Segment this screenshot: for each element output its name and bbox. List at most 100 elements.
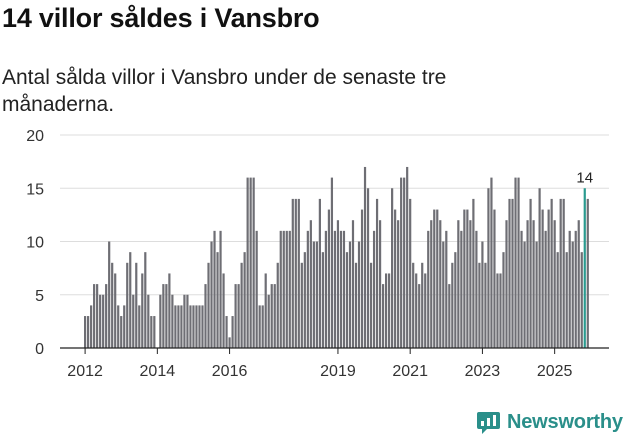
bar (201, 305, 204, 348)
y-tick-label: 5 (35, 288, 44, 305)
bar (541, 209, 544, 348)
bar (147, 294, 150, 348)
bar (360, 209, 364, 348)
bar (171, 294, 174, 348)
bar (126, 262, 129, 348)
bar (90, 305, 93, 348)
bar (565, 252, 568, 348)
bar (195, 305, 198, 348)
bar (231, 316, 234, 348)
bar (210, 241, 213, 348)
bar (409, 198, 412, 348)
bar (132, 294, 135, 348)
bar (144, 252, 147, 348)
bar (397, 220, 400, 348)
bar (388, 273, 391, 348)
bar (168, 273, 171, 348)
bar (309, 220, 312, 348)
bar (261, 305, 264, 348)
bar (517, 177, 520, 348)
bar (472, 198, 475, 348)
bar (463, 209, 466, 348)
bar (529, 198, 532, 348)
y-tick-label: 15 (26, 181, 44, 198)
bar (354, 262, 358, 348)
y-tick-label: 10 (26, 235, 44, 252)
x-tick-label: 2023 (465, 363, 501, 380)
bar (258, 305, 261, 348)
bar (183, 294, 186, 348)
bar (255, 230, 258, 348)
bar (574, 230, 577, 348)
x-tick-label: 2012 (67, 363, 103, 380)
bar (84, 316, 87, 348)
bar (547, 209, 550, 348)
bar (333, 230, 337, 348)
x-tick-label: 2016 (212, 363, 248, 380)
bar (93, 284, 96, 348)
bar (369, 262, 373, 348)
bar (514, 177, 517, 348)
bar (306, 230, 309, 348)
bar (559, 198, 562, 348)
bar (454, 252, 457, 348)
bar (207, 262, 210, 348)
bar (490, 177, 493, 348)
bar (87, 316, 90, 348)
bar (174, 305, 177, 348)
bar (291, 198, 294, 348)
bar (192, 305, 195, 348)
bar (99, 294, 102, 348)
bar (508, 198, 511, 348)
bar (400, 177, 403, 348)
bar (496, 273, 499, 348)
newsworthy-logo-icon (477, 411, 500, 434)
bar (385, 273, 388, 348)
bar (285, 230, 288, 348)
bar (520, 230, 523, 348)
brand-name: Newsworthy (507, 410, 623, 433)
bar (550, 198, 553, 348)
bar (342, 230, 346, 348)
bar (279, 230, 282, 348)
bar (150, 316, 153, 348)
bar (114, 273, 117, 348)
bar (177, 305, 180, 348)
bar (129, 252, 132, 348)
bar (499, 273, 502, 348)
bar (487, 188, 490, 348)
bar (357, 241, 361, 348)
bar (108, 241, 111, 348)
bar (448, 284, 451, 348)
bar (412, 262, 415, 348)
bar (568, 230, 571, 348)
bar (216, 252, 219, 348)
bar (324, 230, 327, 348)
bar (297, 198, 300, 348)
bar (478, 262, 481, 348)
bar (153, 316, 156, 348)
brand-logo[interactable]: Newsworthy (476, 408, 623, 436)
bar (424, 273, 427, 348)
bar (123, 305, 126, 348)
bar-chart: 0 5 10 15 20 2012 2014 2016 2019 2021 2023 2025 14 (26, 128, 609, 380)
bar (294, 198, 297, 348)
bar (391, 188, 394, 348)
bar (303, 252, 306, 348)
bar (556, 252, 559, 348)
bar (165, 284, 168, 348)
bar (336, 220, 340, 348)
x-tick-label: 2019 (320, 363, 356, 380)
bar (544, 230, 547, 348)
y-tick-label: 20 (26, 128, 44, 145)
bar (430, 220, 433, 348)
bar (475, 230, 478, 348)
bar (300, 262, 303, 348)
bar (135, 262, 138, 348)
bar (415, 273, 418, 348)
bar (186, 294, 189, 348)
x-tick-label: 2021 (392, 363, 428, 380)
bar (318, 198, 321, 348)
bar (312, 241, 315, 348)
bar (288, 230, 291, 348)
